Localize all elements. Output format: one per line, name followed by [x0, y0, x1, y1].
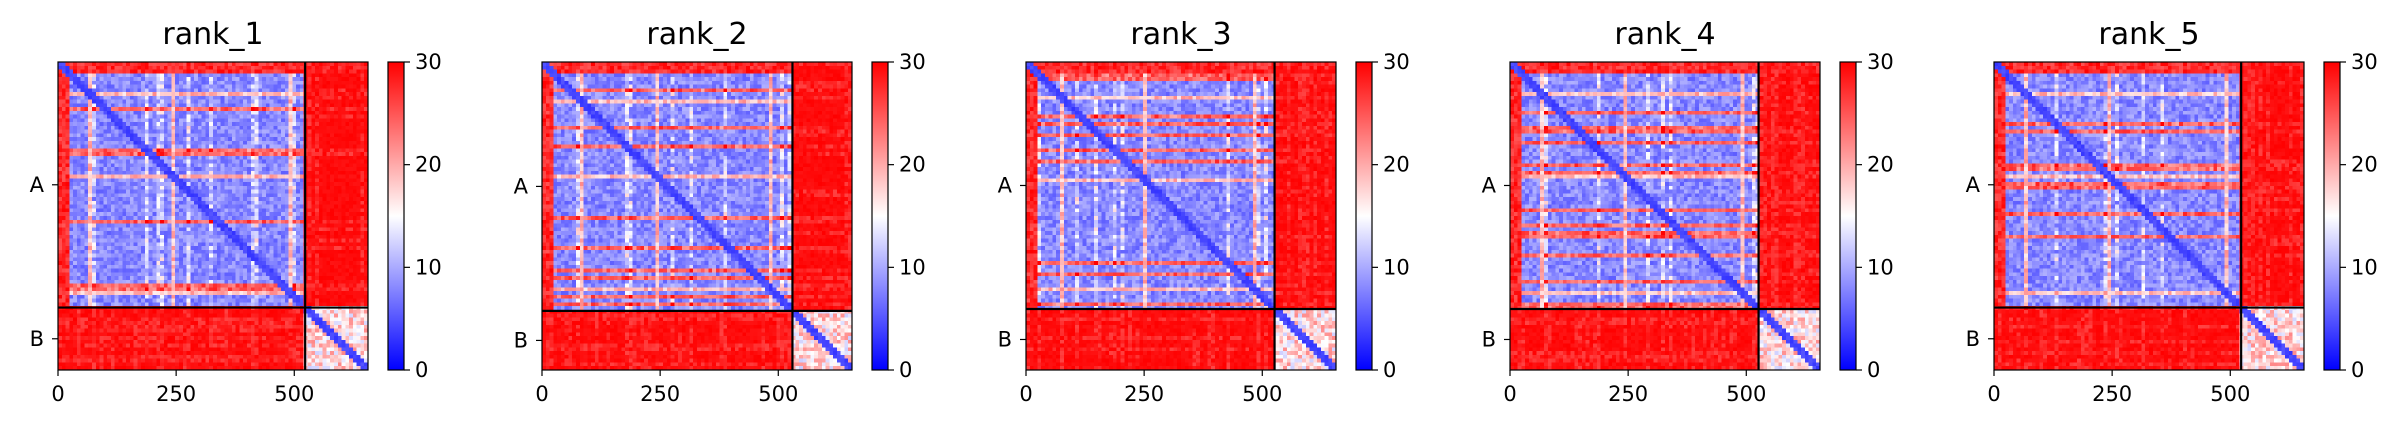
colorbar-tick-label: 20 [1867, 153, 1894, 177]
colorbar-tick-label: 10 [899, 255, 926, 279]
x-tick-label: 0 [1503, 382, 1516, 406]
y-tick-label: B [1966, 327, 1980, 351]
panel-rank_3: rank_3 0 250 500 A B 0 10 20 30 [998, 17, 1410, 406]
plot-frame [57, 61, 369, 371]
panel-title: rank_3 [1130, 17, 1231, 52]
heatmap-cells [542, 62, 852, 370]
panel-title: rank_2 [646, 17, 747, 52]
colorbar-tick-label: 30 [415, 50, 442, 74]
y-tick-label: A [1966, 173, 1981, 197]
panel-title: rank_1 [162, 17, 263, 52]
x-tick-label: 0 [1019, 382, 1032, 406]
colorbar [1355, 61, 1373, 371]
plot-frame [541, 61, 853, 371]
x-tick-label: 250 [156, 382, 196, 406]
colorbar-tick-label: 10 [2351, 255, 2378, 279]
colorbar [871, 61, 889, 371]
x-tick-label: 250 [1124, 382, 1164, 406]
y-tick-label: B [30, 327, 44, 351]
x-tick-label: 500 [1726, 382, 1766, 406]
colorbar [387, 61, 405, 371]
panel-rank_4: rank_4 0 250 500 A B 0 10 20 30 [1482, 17, 1894, 406]
heatmap-cells [58, 62, 368, 370]
x-tick-label: 250 [640, 382, 680, 406]
colorbar-tick-label: 10 [1383, 255, 1410, 279]
colorbar-tick-label: 30 [2351, 50, 2378, 74]
colorbar [2323, 61, 2341, 371]
colorbar [1839, 61, 1857, 371]
panel-rank_5: rank_5 0 250 500 A B 0 10 20 30 [1966, 17, 2378, 406]
colorbar-tick-label: 30 [899, 50, 926, 74]
x-tick-label: 250 [2092, 382, 2132, 406]
panel-rank_1: rank_1 0 250 500 A B 0 10 20 30 [30, 17, 442, 406]
x-tick-label: 500 [1242, 382, 1282, 406]
heatmap-cells [1994, 62, 2304, 370]
plot-frame [1509, 61, 1821, 371]
x-tick-label: 250 [1608, 382, 1648, 406]
colorbar-tick-label: 30 [1383, 50, 1410, 74]
plot-frame [1993, 61, 2305, 371]
colorbar-tick-label: 0 [899, 358, 912, 382]
panel-rank_2: rank_2 0 250 500 A B 0 10 20 30 [514, 17, 926, 406]
x-tick-label: 500 [2210, 382, 2250, 406]
y-tick-label: B [998, 327, 1012, 351]
colorbar-tick-label: 10 [415, 255, 442, 279]
heatmap-cells [1510, 62, 1820, 370]
colorbar-tick-label: 20 [1383, 153, 1410, 177]
panel-title: rank_4 [1614, 17, 1715, 52]
colorbar-tick-label: 0 [1383, 358, 1396, 382]
y-tick-label: B [1482, 327, 1496, 351]
colorbar-tick-label: 30 [1867, 50, 1894, 74]
x-tick-label: 0 [1987, 382, 2000, 406]
plot-frame [1025, 61, 1337, 371]
colorbar-tick-label: 0 [415, 358, 428, 382]
x-tick-label: 500 [274, 382, 314, 406]
y-tick-label: A [998, 173, 1013, 197]
colorbar-tick-label: 0 [2351, 358, 2364, 382]
colorbar-tick-label: 0 [1867, 358, 1880, 382]
heatmap-cells [1026, 62, 1336, 370]
colorbar-tick-label: 20 [415, 153, 442, 177]
x-tick-label: 0 [535, 382, 548, 406]
y-tick-label: B [514, 328, 528, 352]
y-tick-label: A [30, 173, 45, 197]
panel-title: rank_5 [2098, 17, 2199, 52]
y-tick-label: A [514, 174, 529, 198]
x-tick-label: 500 [758, 382, 798, 406]
x-tick-label: 0 [51, 382, 64, 406]
colorbar-tick-label: 20 [899, 153, 926, 177]
colorbar-tick-label: 20 [2351, 153, 2378, 177]
colorbar-tick-label: 10 [1867, 255, 1894, 279]
y-tick-label: A [1482, 173, 1497, 197]
